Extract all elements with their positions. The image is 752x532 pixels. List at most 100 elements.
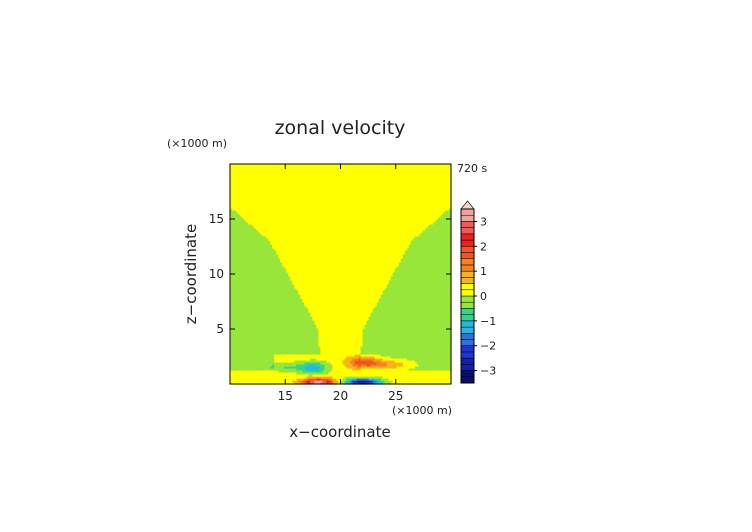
field-cell bbox=[238, 254, 241, 257]
field-cell bbox=[314, 298, 317, 301]
field-cell bbox=[246, 176, 249, 179]
field-cell bbox=[258, 254, 261, 257]
field-cell bbox=[288, 316, 291, 319]
field-cell bbox=[236, 268, 239, 271]
field-cell bbox=[304, 310, 307, 313]
field-cell bbox=[256, 322, 259, 325]
field-cell bbox=[286, 370, 289, 373]
field-cell bbox=[244, 352, 247, 355]
field-cell bbox=[236, 210, 239, 213]
field-cell bbox=[282, 222, 285, 225]
field-cell bbox=[298, 352, 301, 355]
field-cell bbox=[240, 374, 243, 377]
field-cell bbox=[278, 236, 281, 239]
field-cell bbox=[308, 362, 311, 365]
field-cell bbox=[272, 358, 275, 361]
field-cell bbox=[290, 180, 293, 183]
field-cell bbox=[306, 258, 309, 261]
field-cell bbox=[306, 278, 309, 281]
field-cell bbox=[298, 296, 301, 299]
field-cell bbox=[306, 244, 309, 247]
field-cell bbox=[308, 198, 311, 201]
field-cell bbox=[268, 316, 271, 319]
field-cell bbox=[258, 330, 261, 333]
field-cell bbox=[264, 356, 267, 359]
field-cell bbox=[262, 374, 265, 377]
field-cell bbox=[294, 314, 297, 317]
field-cell bbox=[288, 264, 291, 267]
field-cell bbox=[242, 178, 245, 181]
field-cell bbox=[238, 270, 241, 273]
field-cell bbox=[250, 246, 253, 249]
field-cell bbox=[274, 272, 277, 275]
field-cell bbox=[252, 348, 255, 351]
field-cell bbox=[240, 266, 243, 269]
field-cell bbox=[310, 308, 313, 311]
field-cell bbox=[260, 296, 263, 299]
field-cell bbox=[318, 174, 322, 177]
field-cell bbox=[312, 364, 315, 367]
field-cell bbox=[302, 322, 305, 325]
field-cell bbox=[252, 344, 255, 347]
field-cell bbox=[294, 266, 297, 269]
field-cell bbox=[306, 192, 309, 195]
field-cell bbox=[246, 320, 249, 323]
field-cell bbox=[234, 236, 237, 239]
field-cell bbox=[240, 262, 243, 265]
field-cell bbox=[288, 226, 291, 229]
field-cell bbox=[278, 260, 281, 263]
field-cell bbox=[304, 256, 307, 259]
field-cell bbox=[246, 284, 249, 287]
field-cell bbox=[270, 276, 273, 279]
field-cell bbox=[316, 206, 319, 209]
field-cell bbox=[314, 254, 317, 257]
field-cell bbox=[270, 272, 273, 275]
field-cell bbox=[266, 254, 269, 257]
field-cell bbox=[278, 324, 281, 327]
field-cell bbox=[280, 212, 283, 215]
field-cell bbox=[244, 320, 247, 323]
field-cell bbox=[248, 216, 251, 219]
field-cell bbox=[316, 320, 319, 323]
field-cell bbox=[244, 206, 247, 209]
field-cell bbox=[236, 314, 239, 317]
field-cell bbox=[286, 342, 289, 345]
field-cell bbox=[302, 304, 305, 307]
field-cell bbox=[248, 286, 251, 289]
field-cell bbox=[296, 234, 299, 237]
field-cell bbox=[284, 248, 287, 251]
field-cell bbox=[312, 376, 315, 379]
field-cell bbox=[274, 376, 277, 379]
field-cell bbox=[278, 222, 281, 225]
field-cell bbox=[258, 356, 261, 359]
field-cell bbox=[242, 362, 245, 365]
field-cell bbox=[300, 328, 303, 331]
field-cell bbox=[232, 256, 235, 259]
field-cell bbox=[306, 250, 309, 253]
field-cell bbox=[308, 260, 311, 263]
field-cell bbox=[306, 242, 309, 245]
field-cell bbox=[294, 300, 297, 303]
field-cell bbox=[296, 338, 299, 341]
field-cell bbox=[300, 296, 303, 299]
field-cell bbox=[262, 200, 265, 203]
field-cell bbox=[242, 252, 245, 255]
field-cell bbox=[268, 340, 271, 343]
field-cell bbox=[278, 352, 281, 355]
field-cell bbox=[254, 378, 257, 381]
field-cell bbox=[236, 344, 239, 347]
field-cell bbox=[302, 352, 305, 355]
field-cell bbox=[246, 286, 249, 289]
field-cell bbox=[290, 166, 293, 169]
field-cell bbox=[260, 196, 263, 199]
field-cell bbox=[248, 186, 251, 189]
field-cell bbox=[280, 244, 283, 247]
field-cell bbox=[230, 252, 233, 255]
field-cell bbox=[304, 192, 307, 195]
field-cell bbox=[232, 298, 235, 301]
field-cell bbox=[310, 330, 313, 333]
field-cell bbox=[284, 242, 287, 245]
field-cell bbox=[258, 180, 261, 183]
field-cell bbox=[278, 378, 281, 381]
field-cell bbox=[242, 166, 245, 169]
